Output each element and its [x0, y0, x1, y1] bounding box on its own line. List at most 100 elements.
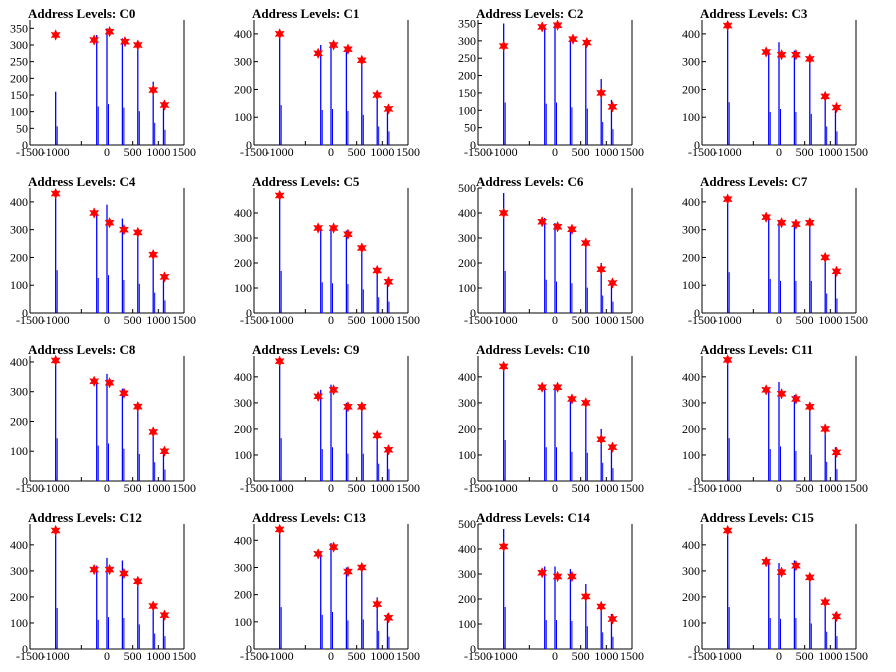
y-tick-label: 200 [10, 590, 28, 604]
peak-marker [383, 611, 394, 624]
y-tick-label: 300 [234, 55, 252, 69]
peak-marker [148, 84, 159, 96]
peak-marker [607, 277, 618, 289]
peak-marker [89, 563, 100, 576]
peak-marker [132, 575, 143, 588]
x-tick-label: -1500 [688, 313, 716, 327]
chart-panel-8: Address Levels: C8 0 100 200 300 400 -1500 -100… [0, 336, 224, 504]
y-tick-label: 0 [470, 474, 476, 488]
peak-marker [761, 384, 772, 396]
peak-marker [581, 36, 592, 49]
peak-marker [372, 429, 383, 442]
y-tick-label: 0 [246, 474, 252, 488]
peak-marker [537, 381, 548, 394]
x-tick-label: 1000 [370, 145, 394, 159]
y-tick-label: 100 [682, 616, 700, 630]
x-tick-label: 1500 [172, 481, 196, 495]
peak-marker [89, 34, 100, 46]
x-tick-label: -1500 [240, 649, 268, 663]
peak-marker [104, 376, 115, 389]
y-tick-label: 300 [458, 396, 476, 410]
peak-marker [831, 610, 842, 623]
peak-marker [498, 207, 509, 219]
x-tick-label: 500 [124, 481, 142, 495]
x-tick-label: 500 [124, 313, 142, 327]
y-tick-label: 350 [458, 16, 476, 30]
x-tick-label: -1000 [490, 481, 518, 495]
chart-panel-12: Address Levels: C12 0 100 200 300 400 -1500 -10… [0, 504, 224, 672]
y-tick-label: 400 [682, 27, 700, 41]
peak-marker [118, 387, 129, 400]
peak-marker [104, 563, 115, 576]
y-tick-label: 0 [246, 306, 252, 320]
x-tick-label: 0 [776, 481, 782, 495]
y-tick-label: 100 [10, 278, 28, 292]
x-tick-label: -1500 [688, 481, 716, 495]
x-tick-label: 1000 [818, 481, 842, 495]
peak-marker [50, 187, 61, 200]
y-tick-label: 200 [234, 256, 252, 270]
chart-title: Address Levels: C12 [28, 510, 142, 525]
x-tick-label: 500 [572, 649, 590, 663]
y-tick-label: 0 [246, 642, 252, 656]
peak-marker [50, 524, 61, 537]
peak-marker [356, 242, 367, 254]
x-tick-label: 1500 [620, 649, 644, 663]
peak-marker [498, 540, 509, 553]
chart-svg: Address Levels: C6 0 100 200 300 400 500 -1500-… [458, 174, 644, 327]
y-tick-label: 100 [458, 448, 476, 462]
x-tick-label: 1000 [370, 481, 394, 495]
peak-marker [104, 25, 115, 38]
peak-marker [372, 89, 383, 101]
x-tick-label: 500 [348, 481, 366, 495]
chart-title: Address Levels: C6 [476, 174, 584, 189]
x-tick-label: -1000 [42, 481, 70, 495]
x-tick-label: -1500 [16, 145, 44, 159]
x-tick-label: 1500 [844, 313, 868, 327]
x-tick-label: -1000 [266, 313, 294, 327]
y-tick-label: 100 [10, 616, 28, 630]
peak-marker [607, 441, 618, 453]
x-tick-label: -1500 [464, 649, 492, 663]
peak-marker [552, 220, 563, 233]
peak-marker [132, 400, 143, 413]
x-tick-label: 500 [796, 313, 814, 327]
y-tick-label: 0 [470, 642, 476, 656]
y-tick-label: 200 [682, 82, 700, 96]
peak-marker [383, 275, 394, 288]
x-tick-label: 500 [796, 145, 814, 159]
peak-marker [790, 559, 801, 572]
x-tick-label: 500 [124, 649, 142, 663]
chart-panel-3: Address Levels: C3 0 100 200 300 400 -1500 -100… [672, 0, 896, 168]
chart-title: Address Levels: C0 [28, 6, 135, 21]
x-tick-label: -1000 [490, 145, 518, 159]
x-tick-label: 0 [776, 313, 782, 327]
x-tick-label: 0 [104, 145, 110, 159]
y-tick-label: 100 [458, 103, 476, 117]
y-tick-label: 300 [10, 38, 28, 52]
x-tick-label: 500 [572, 145, 590, 159]
x-tick-label: 500 [348, 313, 366, 327]
y-tick-label: 50 [464, 121, 476, 135]
chart-svg: Address Levels: C15 0 100 200 300 400 -1500-10… [682, 510, 868, 663]
peak-marker [776, 387, 787, 400]
y-tick-label: 200 [682, 422, 700, 436]
y-tick-label: 150 [458, 86, 476, 100]
peak-marker [537, 215, 548, 228]
peak-marker [372, 264, 383, 277]
peak-marker [820, 251, 831, 264]
peak-marker [790, 218, 801, 230]
x-tick-label: -1500 [464, 313, 492, 327]
peak-marker [580, 397, 591, 409]
x-tick-label: -1500 [16, 481, 44, 495]
y-tick-label: 150 [10, 88, 28, 102]
peak-marker [607, 100, 618, 113]
x-tick-label: -1000 [266, 481, 294, 495]
chart-svg: Address Levels: C11 0 100 200 300 400 -1500-10… [682, 342, 868, 495]
chart-svg: Address Levels: C13 0 100 200 300 400 -1500-10… [234, 510, 420, 663]
y-tick-label: 500 [458, 181, 476, 195]
y-tick-label: 400 [682, 195, 700, 209]
y-tick-label: 100 [458, 617, 476, 631]
x-tick-label: -1500 [16, 649, 44, 663]
